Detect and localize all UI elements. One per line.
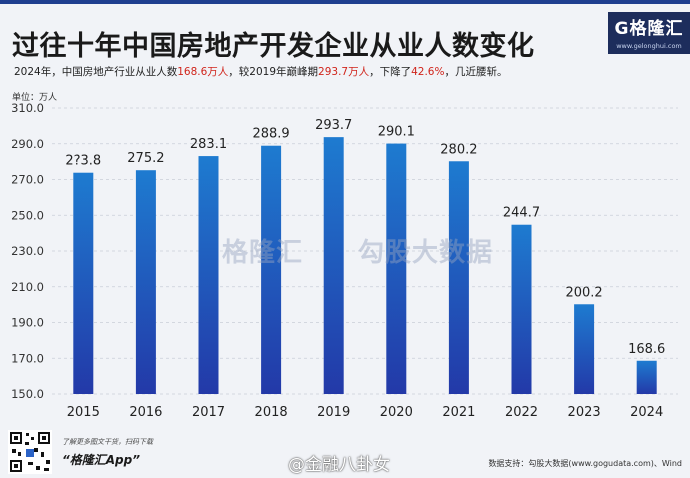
x-tick-label-2019: 2019 xyxy=(317,405,350,420)
logo-mark: G格隆汇 xyxy=(614,19,684,39)
y-tick-label: 250.0 xyxy=(11,208,44,222)
y-tick-label: 270.0 xyxy=(11,173,44,187)
qr-code-icon xyxy=(8,430,52,474)
subtitle-part: ，几近腰斩。 xyxy=(444,66,508,78)
y-tick-label: 170.0 xyxy=(11,351,44,365)
y-tick-label: 190.0 xyxy=(11,316,44,330)
value-label-2019: 293.7 xyxy=(315,118,352,133)
x-tick-label-2018: 2018 xyxy=(255,405,288,420)
gelonghui-logo: G格隆汇 www.gelonghui.com xyxy=(608,12,690,54)
chart-subtitle: 2024年，中国房地产行业从业人数168.6万人，较2019年巅峰期293.7万… xyxy=(14,64,507,79)
watermark-gelonghui: 格隆汇 xyxy=(222,238,304,268)
unit-label: 单位：万人 xyxy=(12,93,58,103)
value-label-2021: 280.2 xyxy=(440,142,477,157)
value-label-2015: 2?3.8 xyxy=(65,154,101,169)
x-axis-ticks: 2015 2016 2017 2018 2019 2020 2021 2022 2023 2024 xyxy=(67,405,663,420)
bar-2015 xyxy=(73,172,94,394)
x-tick-label-2020: 2020 xyxy=(380,405,413,420)
bar-2023 xyxy=(574,304,595,394)
subtitle-value-peak: 293.7万人 xyxy=(318,66,370,78)
subtitle-value-2024: 168.6万人 xyxy=(177,66,229,78)
x-tick-label-2023: 2023 xyxy=(568,405,601,420)
weibo-watermark: @金融八卦女 xyxy=(288,455,390,475)
subtitle-value-drop: 42.6% xyxy=(411,66,445,78)
bar-2021 xyxy=(448,161,469,394)
bar-2018 xyxy=(261,145,282,394)
y-axis-ticks: 150.0 170.0 190.0 210.0 230.0 250.0 270.0 290.0… xyxy=(11,101,44,401)
subtitle-part: 2024年，中国房地产行业从业人数 xyxy=(14,66,178,78)
bar-2019 xyxy=(323,137,344,395)
top-accent-bar xyxy=(0,0,690,4)
x-tick-label-2015: 2015 xyxy=(67,405,100,420)
value-label-2016: 275.2 xyxy=(127,151,164,166)
footer-app-name: “格隆汇App” xyxy=(62,453,140,467)
value-label-2022: 244.7 xyxy=(503,206,540,221)
y-tick-label: 210.0 xyxy=(11,280,44,294)
value-labels: 2?3.8 275.2 283.1 288.9 293.7 290.1 280.2 244.7… xyxy=(65,118,665,357)
x-tick-label-2017: 2017 xyxy=(192,405,225,420)
footer-note: 了解更多图文干货，扫码下载 xyxy=(62,438,153,446)
x-tick-label-2016: 2016 xyxy=(129,405,162,420)
bar-2020 xyxy=(386,143,407,394)
y-tick-label: 310.0 xyxy=(11,101,44,115)
bar-2022 xyxy=(511,224,532,394)
chart-title: 过往十年中国房地产开发企业从业人数变化 xyxy=(12,31,535,62)
y-tick-label: 230.0 xyxy=(11,244,44,258)
x-tick-label-2022: 2022 xyxy=(505,405,538,420)
x-tick-label-2024: 2024 xyxy=(630,405,663,420)
value-label-2018: 288.9 xyxy=(252,127,289,142)
logo-url: www.gelonghui.com xyxy=(616,42,682,50)
value-label-2024: 168.6 xyxy=(628,342,665,357)
bar-2024 xyxy=(636,360,657,394)
subtitle-part: ，下降了 xyxy=(369,66,412,78)
value-label-2020: 290.1 xyxy=(378,125,415,140)
x-tick-label-2021: 2021 xyxy=(442,405,475,420)
bar-2017 xyxy=(198,156,219,394)
watermark-gogudata: 勾股大数据 xyxy=(358,238,494,268)
y-tick-label: 290.0 xyxy=(11,137,44,151)
value-label-2017: 283.1 xyxy=(190,137,227,152)
data-source: 数据支持：勾股大数据(www.gogudata.com)、Wind xyxy=(488,459,682,468)
bar-2016 xyxy=(135,170,156,394)
grid-lines xyxy=(52,107,678,395)
y-tick-label: 150.0 xyxy=(11,387,44,401)
subtitle-part: ，较2019年巅峰期 xyxy=(228,66,319,78)
bars xyxy=(73,137,657,395)
value-label-2023: 200.2 xyxy=(565,285,602,300)
